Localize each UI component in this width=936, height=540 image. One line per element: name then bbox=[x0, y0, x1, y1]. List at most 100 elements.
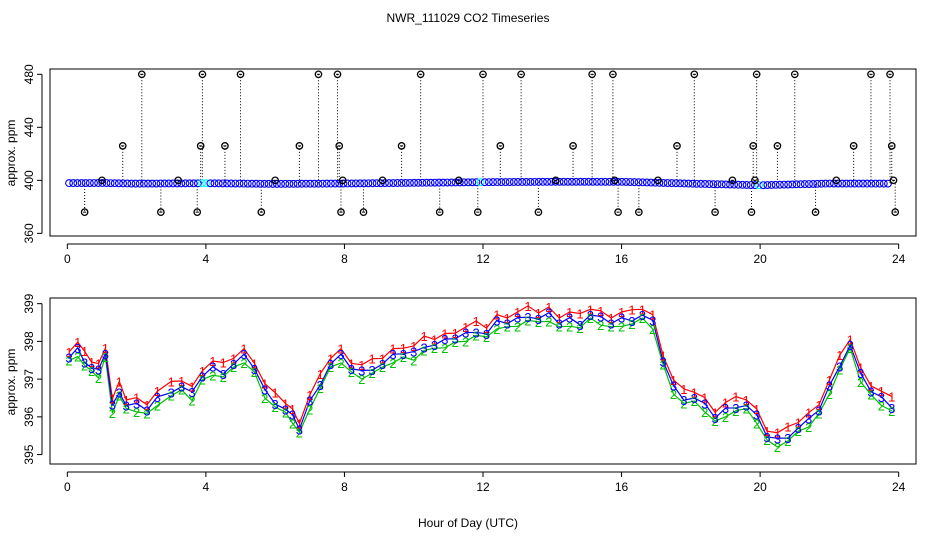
series-1-point: 1 bbox=[296, 417, 303, 432]
series-1-point: 1 bbox=[608, 311, 615, 326]
raw-baseline-point bbox=[310, 179, 319, 188]
series-1-point: 1 bbox=[116, 374, 123, 389]
series-1-point: 1 bbox=[815, 398, 822, 413]
series-2-point: 2 bbox=[535, 315, 542, 330]
raw-spike-point bbox=[747, 208, 756, 216]
series-2-point: 2 bbox=[289, 416, 296, 431]
series-3-point: 3 bbox=[483, 327, 490, 342]
raw-baseline-point bbox=[223, 179, 231, 188]
series-3-point: 3 bbox=[109, 397, 116, 412]
raw-baseline-point bbox=[90, 179, 98, 187]
raw-baseline-point bbox=[547, 177, 556, 186]
raw-spike-point bbox=[673, 142, 681, 150]
series-3-point: 3 bbox=[514, 311, 521, 326]
series-2-point: 2 bbox=[178, 383, 185, 398]
series-2-point: 2 bbox=[847, 341, 854, 356]
raw-baseline-point bbox=[214, 179, 223, 188]
raw-baseline-point bbox=[69, 179, 78, 188]
series-1-point: 1 bbox=[88, 355, 95, 370]
raw-baseline-point bbox=[726, 180, 734, 189]
series-1-point: 1 bbox=[587, 302, 594, 317]
series-3-point: 3 bbox=[691, 391, 698, 406]
raw-baseline-point bbox=[684, 179, 693, 188]
raw-spike-point bbox=[711, 208, 719, 216]
series-1-point: 1 bbox=[680, 382, 687, 397]
raw-spike-point bbox=[359, 208, 368, 216]
series-2-point: 2 bbox=[109, 406, 116, 421]
raw-baseline-point bbox=[838, 179, 847, 188]
raw-baseline-point bbox=[443, 178, 452, 187]
series-3-point: 3 bbox=[358, 363, 365, 378]
raw-spike-point bbox=[314, 70, 323, 79]
raw-baseline-point bbox=[98, 179, 107, 187]
raw-baseline-point bbox=[81, 179, 90, 187]
series-2-point: 2 bbox=[608, 320, 615, 335]
series-1-point: 1 bbox=[441, 326, 448, 341]
series-2-point: 2 bbox=[576, 321, 583, 336]
series-2-point: 2 bbox=[209, 368, 216, 383]
series-1-point: 1 bbox=[711, 405, 718, 420]
series-2-point: 2 bbox=[452, 335, 459, 350]
series-2-point: 2 bbox=[504, 320, 511, 335]
series-1-point: 1 bbox=[545, 300, 552, 315]
raw-baseline-point bbox=[771, 180, 780, 189]
flagged-x-tick-label: 0 bbox=[64, 480, 71, 494]
series-2-point: 2 bbox=[753, 416, 760, 431]
raw-baseline-point bbox=[867, 179, 876, 188]
series-2-point: 2 bbox=[784, 434, 791, 449]
raw-baseline-point bbox=[231, 179, 240, 188]
series-3-point: 3 bbox=[462, 326, 469, 341]
series-3-point: 3 bbox=[587, 308, 594, 323]
series-2-point: 2 bbox=[618, 319, 625, 334]
series-3-point: 3 bbox=[732, 401, 739, 416]
raw-spike-point bbox=[337, 208, 345, 216]
series-3-point: 3 bbox=[701, 396, 708, 411]
series-2-point: 2 bbox=[857, 375, 864, 390]
series-2-point: 2 bbox=[711, 414, 718, 429]
flagged-x-tick-label: 20 bbox=[753, 480, 767, 494]
series-1-point: 1 bbox=[400, 341, 407, 356]
series-3-point: 3 bbox=[867, 385, 874, 400]
series-2-point: 2 bbox=[296, 425, 303, 440]
raw-baseline-point bbox=[717, 180, 726, 189]
series-3-point: 3 bbox=[608, 317, 615, 332]
raw-baseline-point bbox=[875, 179, 884, 188]
raw-baseline-point bbox=[480, 178, 489, 187]
series-2-point: 2 bbox=[670, 387, 677, 402]
raw-baseline-point bbox=[796, 180, 805, 189]
series-2-point: 2 bbox=[628, 317, 635, 332]
series-3-point: 3 bbox=[289, 408, 296, 423]
series-1-point: 1 bbox=[327, 351, 334, 366]
raw-baseline-point bbox=[572, 177, 581, 186]
series-3-point: 3 bbox=[680, 393, 687, 408]
raw-spike-point bbox=[569, 142, 577, 150]
series-1-point: 1 bbox=[483, 321, 490, 336]
raw-baseline-point bbox=[368, 179, 377, 188]
series-2-point: 2 bbox=[431, 341, 438, 356]
raw-baseline-point bbox=[576, 177, 585, 186]
series-3-point: 3 bbox=[282, 402, 289, 417]
raw-baseline-point bbox=[817, 179, 826, 188]
series-3-point: 3 bbox=[504, 317, 511, 332]
series-1-point: 1 bbox=[660, 349, 667, 364]
series-3-point: 3 bbox=[306, 394, 313, 409]
series-1-point: 1 bbox=[472, 314, 479, 329]
series-1-point: 1 bbox=[649, 308, 656, 323]
flagged-x-tick-label: 24 bbox=[892, 480, 906, 494]
series-2-point: 2 bbox=[888, 404, 895, 419]
chart-title: NWR_111029 CO2 Timeseries bbox=[387, 11, 550, 25]
series-1-point: 1 bbox=[337, 342, 344, 357]
raw-baseline-point bbox=[630, 178, 639, 187]
series-3-point: 3 bbox=[618, 311, 625, 326]
series-2-point: 2 bbox=[649, 322, 656, 337]
raw-baseline-point bbox=[227, 179, 236, 188]
raw-baseline-point bbox=[522, 177, 531, 186]
series-1-point: 1 bbox=[576, 306, 583, 321]
series-3-point: 3 bbox=[441, 332, 448, 347]
series-1-point: 1 bbox=[722, 396, 729, 411]
raw-baseline-point bbox=[193, 179, 202, 188]
raw-x-tick-label: 16 bbox=[615, 252, 629, 266]
series-3-point: 3 bbox=[847, 338, 854, 353]
raw-baseline-point bbox=[755, 181, 764, 190]
raw-spike-point bbox=[416, 70, 425, 79]
